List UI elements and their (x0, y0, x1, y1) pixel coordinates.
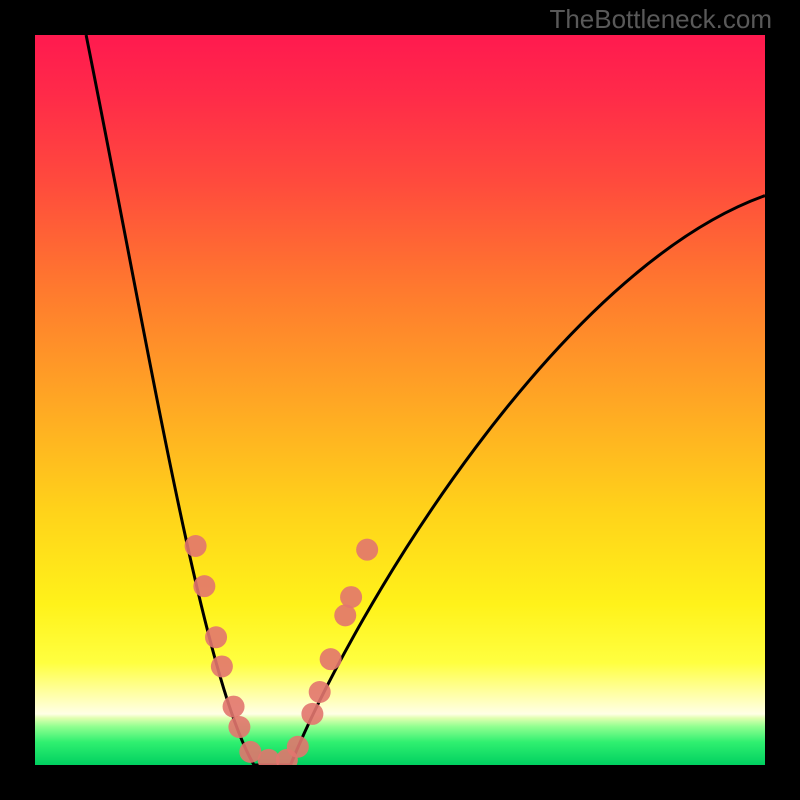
data-marker (309, 681, 331, 703)
data-marker (356, 539, 378, 561)
data-marker (185, 535, 207, 557)
data-marker (340, 586, 362, 608)
data-marker (228, 716, 250, 738)
chart-container: { "canvas": { "width": 800, "height": 80… (0, 0, 800, 800)
frame-border-bottom (0, 765, 800, 800)
watermark-text: TheBottleneck.com (549, 4, 772, 35)
data-marker (320, 648, 342, 670)
data-marker (205, 626, 227, 648)
data-marker (287, 736, 309, 758)
chart-svg (35, 35, 765, 765)
plot-area (35, 35, 765, 765)
data-marker (223, 696, 245, 718)
frame-border-left (0, 0, 35, 800)
data-marker (301, 703, 323, 725)
curve-right-branch (291, 196, 766, 765)
data-marker (193, 575, 215, 597)
frame-border-right (765, 0, 800, 800)
data-marker (211, 655, 233, 677)
curve-left-branch (86, 35, 254, 765)
